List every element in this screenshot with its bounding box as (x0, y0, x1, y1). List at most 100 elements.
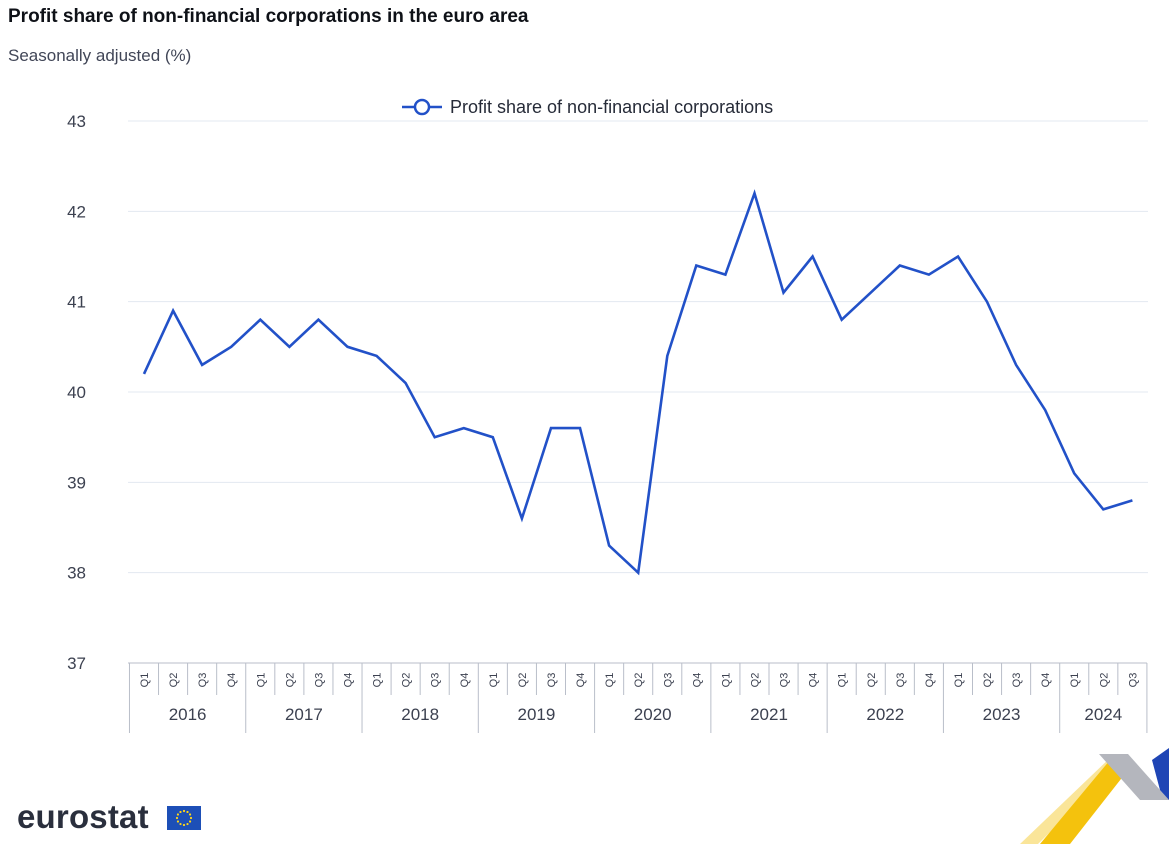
x-tick-label-quarter: Q3 (197, 673, 209, 688)
data-point[interactable] (924, 270, 934, 280)
x-tick-label-year: 2016 (169, 705, 207, 724)
data-point[interactable] (604, 541, 614, 551)
x-tick-label-quarter: Q1 (488, 673, 500, 688)
data-point[interactable] (633, 568, 643, 578)
flag-star (189, 816, 193, 820)
x-tick-label-year: 2021 (750, 705, 788, 724)
x-tick-label-quarter: Q3 (779, 673, 791, 688)
data-point[interactable] (982, 297, 992, 307)
x-tick-label-quarter: Q4 (226, 673, 238, 688)
x-tick-label-year: 2019 (518, 705, 556, 724)
x-tick-label-year: 2022 (866, 705, 904, 724)
x-tick-label-year: 2017 (285, 705, 323, 724)
x-tick-label-quarter: Q4 (691, 673, 703, 688)
flag-star (179, 810, 182, 814)
data-point[interactable] (1011, 360, 1021, 370)
data-point[interactable] (720, 270, 730, 280)
x-tick-label-year: 2020 (634, 705, 672, 724)
data-point[interactable] (1127, 495, 1137, 505)
y-tick-label: 42 (67, 202, 86, 221)
data-point[interactable] (662, 351, 672, 361)
x-tick-label-quarter: Q2 (517, 673, 529, 688)
legend[interactable]: Profit share of non-financial corporatio… (402, 97, 773, 117)
x-tick-label-quarter: Q1 (139, 673, 151, 688)
data-point[interactable] (953, 252, 963, 262)
data-point[interactable] (255, 315, 265, 325)
y-tick-label: 38 (67, 564, 86, 583)
data-point[interactable] (342, 342, 352, 352)
data-point[interactable] (284, 342, 294, 352)
x-tick-label-quarter: Q1 (372, 673, 384, 688)
flag-star (179, 822, 182, 826)
x-tick-label-quarter: Q3 (1011, 673, 1023, 688)
x-tick-label-quarter: Q4 (808, 673, 820, 688)
x-tick-label-quarter: Q1 (604, 673, 616, 688)
data-point[interactable] (691, 261, 701, 271)
data-point[interactable] (749, 188, 759, 198)
x-tick-label-quarter: Q1 (953, 673, 965, 688)
y-tick-label: 40 (67, 383, 86, 402)
data-point[interactable] (546, 423, 556, 433)
flag-star (186, 810, 189, 814)
flag-star (175, 816, 179, 820)
data-point[interactable] (488, 432, 498, 442)
chart-title: Profit share of non-financial corporatio… (8, 6, 529, 27)
data-point[interactable] (313, 315, 323, 325)
data-point[interactable] (779, 288, 789, 298)
eurostat-corner-graphic (1020, 748, 1169, 844)
x-tick-label-quarter: Q2 (749, 673, 761, 688)
flag-star (188, 813, 192, 816)
data-point[interactable] (168, 306, 178, 316)
data-point[interactable] (226, 342, 236, 352)
y-tick-label: 37 (67, 654, 86, 673)
flag-star (188, 820, 192, 823)
data-point[interactable] (866, 288, 876, 298)
data-point[interactable] (459, 423, 469, 433)
x-tick-label-quarter: Q3 (895, 673, 907, 688)
series-line[interactable] (142, 189, 1133, 576)
x-tick-label-year: 2024 (1084, 705, 1122, 724)
data-point[interactable] (895, 261, 905, 271)
x-tick-label-quarter: Q2 (866, 673, 878, 688)
x-tick-label-quarter: Q4 (342, 673, 354, 688)
flag-star (176, 813, 180, 816)
data-point[interactable] (139, 369, 149, 379)
x-tick-label-quarter: Q3 (662, 673, 674, 688)
legend-circle-marker (413, 98, 431, 116)
data-point[interactable] (808, 252, 818, 262)
data-point[interactable] (197, 360, 207, 370)
data-point[interactable] (517, 513, 527, 523)
x-tick-label-quarter: Q2 (1098, 673, 1110, 688)
x-tick-label-quarter: Q1 (720, 673, 732, 688)
eurostat-logo: eurostat (17, 798, 149, 835)
x-tick-label-quarter: Q3 (546, 673, 558, 688)
data-point[interactable] (1098, 504, 1108, 514)
x-tick-label-quarter: Q2 (284, 673, 296, 688)
x-tick-label-quarter: Q4 (1040, 673, 1052, 688)
x-tick-label-quarter: Q4 (924, 673, 936, 688)
data-point[interactable] (430, 432, 440, 442)
flag-star (182, 823, 186, 827)
data-point[interactable] (1069, 468, 1079, 478)
data-point[interactable] (575, 423, 585, 433)
x-tick-label-year: 2018 (401, 705, 439, 724)
x-tick-label-quarter: Q1 (837, 673, 849, 688)
legend-label: Profit share of non-financial corporatio… (450, 97, 773, 117)
data-point[interactable] (1040, 405, 1050, 415)
data-point[interactable] (372, 351, 382, 361)
y-tick-label: 43 (67, 112, 86, 131)
x-tick-label-quarter: Q4 (459, 673, 471, 688)
x-tick-label-quarter: Q2 (401, 673, 413, 688)
eu-flag-icon (167, 806, 201, 830)
y-tick-label: 41 (67, 293, 86, 312)
chart-subtitle: Seasonally adjusted (%) (8, 46, 192, 65)
x-tick-label-year: 2023 (983, 705, 1021, 724)
data-point[interactable] (401, 378, 411, 388)
x-tick-label-quarter: Q3 (1127, 673, 1139, 688)
flag-star (176, 820, 180, 823)
x-tick-label-quarter: Q1 (1069, 673, 1081, 688)
x-tick-label-quarter: Q2 (982, 673, 994, 688)
data-point[interactable] (837, 315, 847, 325)
x-tick-label-quarter: Q3 (313, 673, 325, 688)
x-tick-label-quarter: Q2 (168, 673, 180, 688)
